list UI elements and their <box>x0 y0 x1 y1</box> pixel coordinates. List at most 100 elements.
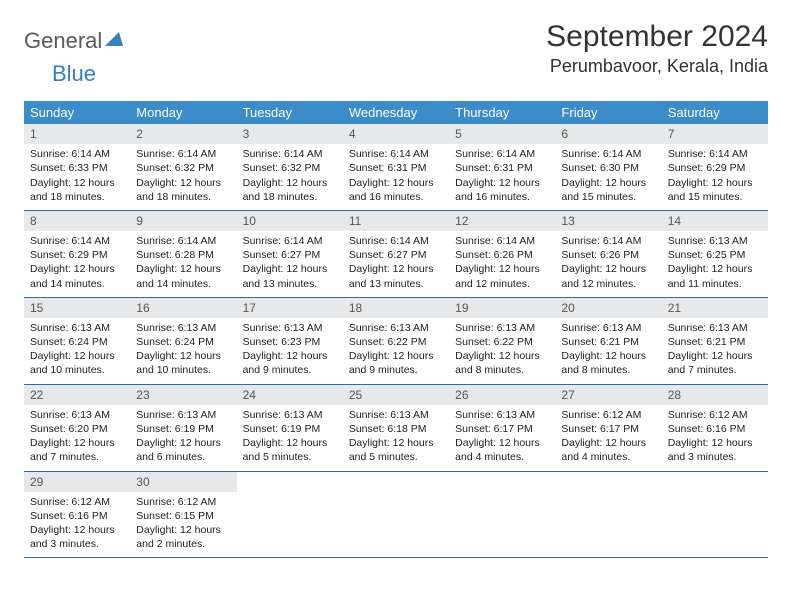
sunrise-line: Sunrise: 6:14 AM <box>455 147 549 161</box>
sunset-line: Sunset: 6:31 PM <box>349 161 443 175</box>
daylight-line: Daylight: 12 hours and 16 minutes. <box>349 176 443 204</box>
calendar-cell: 13Sunrise: 6:14 AMSunset: 6:26 PMDayligh… <box>555 211 661 297</box>
daylight-line: Daylight: 12 hours and 14 minutes. <box>136 262 230 290</box>
calendar-cell-empty <box>555 472 661 558</box>
date-number: 17 <box>237 298 343 318</box>
logo-triangle-icon <box>105 32 123 51</box>
day-header: Thursday <box>449 101 555 124</box>
sunset-line: Sunset: 6:24 PM <box>136 335 230 349</box>
sunrise-line: Sunrise: 6:14 AM <box>561 147 655 161</box>
day-header: Tuesday <box>237 101 343 124</box>
week-row: 8Sunrise: 6:14 AMSunset: 6:29 PMDaylight… <box>24 211 768 298</box>
date-number: 21 <box>662 298 768 318</box>
date-number: 16 <box>130 298 236 318</box>
date-number: 8 <box>24 211 130 231</box>
sunrise-line: Sunrise: 6:13 AM <box>136 321 230 335</box>
calendar-cell: 7Sunrise: 6:14 AMSunset: 6:29 PMDaylight… <box>662 124 768 210</box>
daylight-line: Daylight: 12 hours and 11 minutes. <box>668 262 762 290</box>
date-number: 7 <box>662 124 768 144</box>
sunset-line: Sunset: 6:16 PM <box>30 509 124 523</box>
calendar-cell: 24 Sunrise: 6:13 AMSunset: 6:19 PMDayligh… <box>237 385 343 471</box>
date-number: 25 <box>343 385 449 405</box>
date-number: 3 <box>237 124 343 144</box>
week-row: 1Sunrise: 6:14 AMSunset: 6:33 PMDaylight… <box>24 124 768 211</box>
day-header-row: Sunday Monday Tuesday Wednesday Thursday… <box>24 101 768 124</box>
sunset-line: Sunset: 6:28 PM <box>136 248 230 262</box>
sunrise-line: Sunrise: 6:13 AM <box>349 321 443 335</box>
sunrise-line: Sunrise: 6:13 AM <box>243 321 337 335</box>
sunrise-line: Sunrise: 6:12 AM <box>136 495 230 509</box>
sunset-line: Sunset: 6:19 PM <box>243 422 337 436</box>
daylight-line: Daylight: 12 hours and 6 minutes. <box>136 436 230 464</box>
calendar-cell: 9Sunrise: 6:14 AMSunset: 6:28 PMDaylight… <box>130 211 236 297</box>
sunrise-line: Sunrise: 6:14 AM <box>30 234 124 248</box>
sunset-line: Sunset: 6:27 PM <box>349 248 443 262</box>
daylight-line: Daylight: 12 hours and 18 minutes. <box>136 176 230 204</box>
sunset-line: Sunset: 6:32 PM <box>243 161 337 175</box>
date-number: 29 <box>24 472 130 492</box>
location: Perumbavoor, Kerala, India <box>546 56 768 77</box>
sunrise-line: Sunrise: 6:14 AM <box>455 234 549 248</box>
date-number: 30 <box>130 472 236 492</box>
daylight-line: Daylight: 12 hours and 8 minutes. <box>455 349 549 377</box>
month-title: September 2024 <box>546 20 768 54</box>
sunset-line: Sunset: 6:23 PM <box>243 335 337 349</box>
date-number: 15 <box>24 298 130 318</box>
date-number: 23 <box>130 385 236 405</box>
calendar-cell: 23Sunrise: 6:13 AMSunset: 6:19 PMDayligh… <box>130 385 236 471</box>
daylight-line: Daylight: 12 hours and 10 minutes. <box>136 349 230 377</box>
sunset-line: Sunset: 6:31 PM <box>455 161 549 175</box>
day-header: Sunday <box>24 101 130 124</box>
date-number: 26 <box>449 385 555 405</box>
daylight-line: Daylight: 12 hours and 18 minutes. <box>243 176 337 204</box>
sunset-line: Sunset: 6:29 PM <box>30 248 124 262</box>
sunrise-line: Sunrise: 6:13 AM <box>30 408 124 422</box>
sunset-line: Sunset: 6:15 PM <box>136 509 230 523</box>
calendar-cell-empty <box>662 472 768 558</box>
sunrise-line: Sunrise: 6:14 AM <box>243 147 337 161</box>
sunrise-line: Sunrise: 6:14 AM <box>668 147 762 161</box>
sunset-line: Sunset: 6:25 PM <box>668 248 762 262</box>
date-number: 12 <box>449 211 555 231</box>
calendar-cell: 25Sunrise: 6:13 AMSunset: 6:18 PMDayligh… <box>343 385 449 471</box>
daylight-line: Daylight: 12 hours and 4 minutes. <box>455 436 549 464</box>
daylight-line: Daylight: 12 hours and 13 minutes. <box>243 262 337 290</box>
sunset-line: Sunset: 6:22 PM <box>349 335 443 349</box>
sunset-line: Sunset: 6:32 PM <box>136 161 230 175</box>
date-number: 9 <box>130 211 236 231</box>
title-block: September 2024 Perumbavoor, Kerala, Indi… <box>546 20 768 77</box>
date-number: 6 <box>555 124 661 144</box>
day-header: Saturday <box>662 101 768 124</box>
daylight-line: Daylight: 12 hours and 2 minutes. <box>136 523 230 551</box>
daylight-line: Daylight: 12 hours and 7 minutes. <box>668 349 762 377</box>
sunrise-line: Sunrise: 6:13 AM <box>561 321 655 335</box>
date-number: 28 <box>662 385 768 405</box>
daylight-line: Daylight: 12 hours and 10 minutes. <box>30 349 124 377</box>
calendar-cell: 1Sunrise: 6:14 AMSunset: 6:33 PMDaylight… <box>24 124 130 210</box>
calendar-cell: 6Sunrise: 6:14 AMSunset: 6:30 PMDaylight… <box>555 124 661 210</box>
day-header: Wednesday <box>343 101 449 124</box>
daylight-line: Daylight: 12 hours and 15 minutes. <box>668 176 762 204</box>
daylight-line: Daylight: 12 hours and 3 minutes. <box>30 523 124 551</box>
sunset-line: Sunset: 6:20 PM <box>30 422 124 436</box>
sunrise-line: Sunrise: 6:13 AM <box>455 408 549 422</box>
calendar-cell: 22Sunrise: 6:13 AMSunset: 6:20 PMDayligh… <box>24 385 130 471</box>
calendar-cell: 21Sunrise: 6:13 AMSunset: 6:21 PMDayligh… <box>662 298 768 384</box>
sunrise-line: Sunrise: 6:13 AM <box>668 321 762 335</box>
calendar-cell: 17Sunrise: 6:13 AMSunset: 6:23 PMDayligh… <box>237 298 343 384</box>
date-number: 24 <box>237 385 343 405</box>
sunset-line: Sunset: 6:26 PM <box>561 248 655 262</box>
calendar-cell-empty <box>237 472 343 558</box>
sunset-line: Sunset: 6:30 PM <box>561 161 655 175</box>
calendar-cell: 28Sunrise: 6:12 AMSunset: 6:16 PMDayligh… <box>662 385 768 471</box>
date-number: 14 <box>662 211 768 231</box>
logo-text-2: Blue <box>52 61 96 86</box>
sunset-line: Sunset: 6:24 PM <box>30 335 124 349</box>
date-number: 5 <box>449 124 555 144</box>
daylight-line: Daylight: 12 hours and 12 minutes. <box>561 262 655 290</box>
daylight-line: Daylight: 12 hours and 5 minutes. <box>243 436 337 464</box>
date-number: 27 <box>555 385 661 405</box>
sunrise-line: Sunrise: 6:13 AM <box>243 408 337 422</box>
sunrise-line: Sunrise: 6:13 AM <box>668 234 762 248</box>
sunset-line: Sunset: 6:17 PM <box>455 422 549 436</box>
